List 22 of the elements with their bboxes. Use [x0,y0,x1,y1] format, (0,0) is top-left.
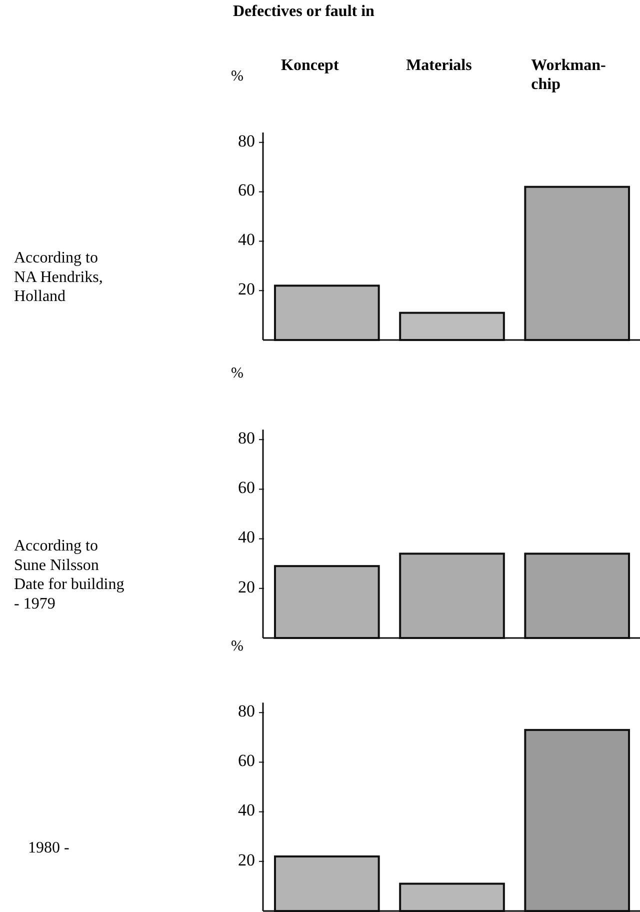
y-tick-label: 80 [238,702,255,721]
y-tick-label: 20 [238,850,255,870]
x-tick-label: Workman- chip [531,57,606,94]
chart-title: Defectives or fault in [233,3,375,20]
y-tick-label: 60 [238,751,255,770]
y-tick-label: 40 [238,230,255,250]
y-tick-label: 80 [238,428,255,448]
text: According to NA Hendriks, Holland [14,249,103,305]
y-tick-label: 20 [238,577,255,596]
y-tick-label: 40 [238,528,255,547]
y-tick-label: 60 [238,180,255,200]
text: 1980 - [28,839,70,856]
x-tick-label: Koncept [281,57,340,74]
x-tick-label: Materials [406,57,472,74]
text: According to Sune Nilsson Date for building - 1979 [14,537,124,612]
y-axis-title: % [231,638,244,655]
y-tick-label: 60 [238,478,255,498]
y-tick-label: 80 [238,131,255,150]
y-axis-title: % [231,68,244,85]
y-tick-label: 40 [238,800,255,820]
y-axis-title: % [231,366,244,382]
y-tick-label: 20 [238,280,255,299]
